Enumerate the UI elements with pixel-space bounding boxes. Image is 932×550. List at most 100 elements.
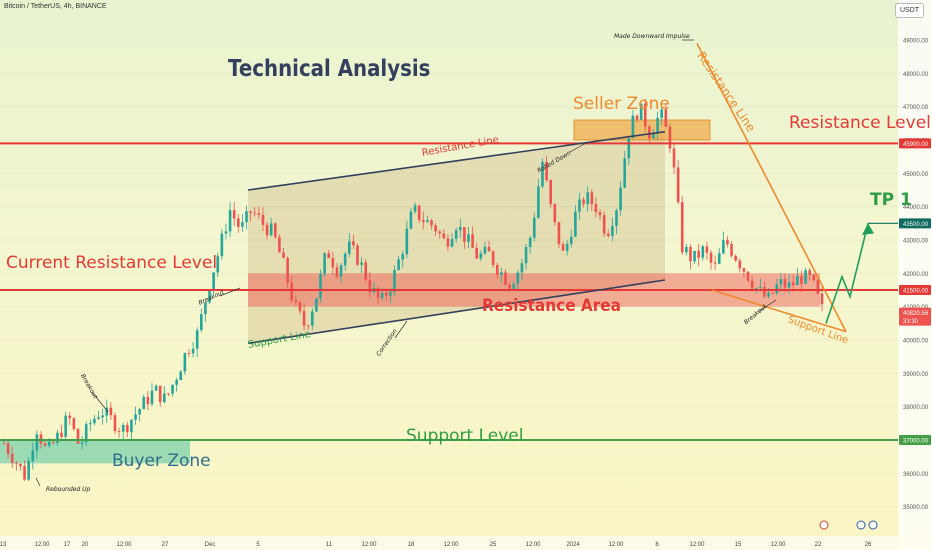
candle-body [319, 273, 322, 299]
candle-body [130, 419, 133, 433]
candle-body [717, 253, 721, 264]
candle-body [163, 393, 166, 403]
candle-body [426, 220, 429, 223]
candle-body [183, 353, 187, 372]
current-resistance-level-label: Current Resistance Level [6, 253, 218, 273]
candle-body [619, 187, 622, 211]
candle-body [315, 298, 318, 312]
candle-body [232, 210, 236, 219]
candle-body [750, 280, 754, 289]
x-tick-label: 20 [82, 542, 89, 548]
countdown-text: 33:30 [903, 319, 919, 325]
candle-body [187, 353, 191, 354]
candle-body [504, 272, 507, 285]
support-price-tag-box [899, 435, 931, 445]
candle-body [76, 428, 80, 444]
candle-body [709, 252, 713, 263]
candle-body [668, 126, 672, 149]
candle-body [549, 180, 553, 204]
candle-body [594, 204, 598, 213]
candle-body [19, 463, 22, 467]
candle-body [767, 292, 770, 297]
candle-body [804, 270, 807, 284]
event-icon [819, 520, 829, 530]
candle-body [158, 385, 162, 403]
candle-body [195, 330, 199, 349]
tp1-price-tag-box [899, 218, 931, 229]
candle-body [121, 425, 125, 432]
candle-body [117, 431, 121, 432]
x-tick-label: 12:00 [770, 542, 786, 548]
candle-body [516, 272, 520, 284]
candle-body [364, 262, 368, 280]
candle-body [442, 233, 446, 239]
resistance-area-label: Resistance Area [482, 296, 622, 316]
candle-body [138, 409, 141, 415]
candle-body [565, 243, 569, 251]
made-downward-impulse-label: Made Downward Impulse [614, 33, 690, 40]
candle-body [648, 126, 651, 139]
candle-body [652, 133, 655, 139]
candle-body [109, 407, 113, 416]
candle-body [590, 192, 594, 205]
y-tick-label: 48000.00 [903, 72, 929, 78]
symbol-title: Bitcoin / TetherUS, 4h, BINANCE [4, 3, 107, 10]
candle-body [331, 258, 335, 268]
y-tick-label: 43000.00 [903, 239, 929, 245]
candle-body [524, 247, 528, 264]
y-tick-label: 40000.00 [903, 339, 929, 345]
resistance-level-label: Resistance Level [789, 113, 931, 133]
x-tick-label: 15 [735, 542, 742, 548]
candle-body [339, 265, 343, 277]
candle-body [47, 441, 51, 446]
candle-body [676, 167, 680, 203]
y-tick-label: 36000.00 [903, 472, 929, 478]
y-tick-label: 42000.00 [903, 272, 929, 278]
time-axis [0, 536, 898, 550]
candle-body [742, 268, 746, 272]
candle-body [454, 230, 458, 240]
candle-body [60, 432, 63, 437]
channel-bottom-line [247, 279, 666, 345]
currency-badge[interactable]: USDT [894, 3, 924, 18]
x-tick-label: 5 [256, 542, 260, 548]
candle-body [413, 205, 417, 212]
candle-body [39, 434, 43, 444]
candle-body [343, 253, 347, 266]
candle-body [705, 246, 709, 253]
candle-body [783, 279, 787, 288]
y-tick-label: 45000.00 [903, 172, 929, 178]
candle-body [491, 251, 495, 266]
x-tick-label: 27 [162, 542, 169, 548]
candle-body [812, 274, 816, 281]
candle-body [598, 212, 602, 216]
candle-body [574, 211, 577, 237]
candle-body [759, 287, 762, 288]
candle-body [376, 288, 380, 298]
candle-body [787, 282, 791, 288]
breakout-left-arrow [219, 287, 241, 297]
candle-body [463, 227, 466, 242]
candle-body [175, 380, 178, 385]
candle-body [327, 253, 331, 259]
candle-body [179, 371, 183, 381]
flag-icon [856, 520, 866, 530]
candle-body [278, 237, 281, 253]
candle-body [265, 224, 269, 236]
candle-body [421, 219, 425, 223]
candle-body [302, 311, 306, 326]
candle-body [323, 253, 326, 274]
last-price-box [899, 307, 931, 326]
candle-body [816, 280, 820, 294]
diagonal-support-line [711, 289, 847, 333]
candle-body [800, 276, 803, 284]
candle-body [582, 199, 585, 205]
candle-body [483, 246, 487, 254]
resistance-price-tag-box [899, 138, 931, 149]
candle-body [430, 220, 433, 226]
candle-body [512, 283, 516, 289]
x-tick-label: 12:00 [525, 542, 541, 548]
candle-body [631, 115, 635, 139]
x-tick-label: 2024 [566, 542, 580, 548]
